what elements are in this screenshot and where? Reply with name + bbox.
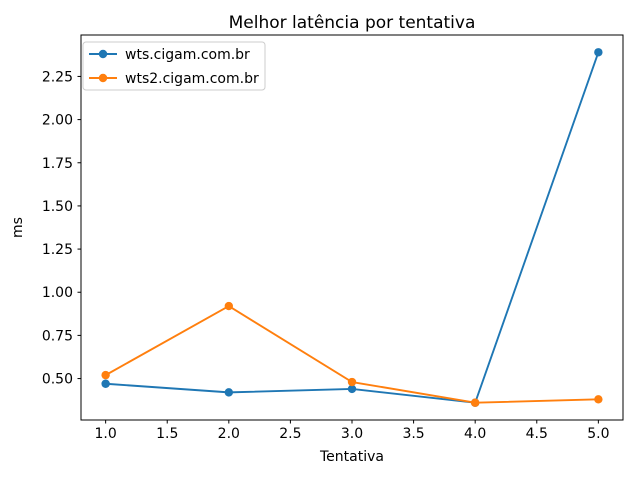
chart-title: Melhor latência por tentativa xyxy=(229,13,476,33)
data-point-0 xyxy=(224,388,234,397)
y-tick-label: 2.25 xyxy=(42,69,73,85)
y-tick-label: 1.75 xyxy=(42,156,73,172)
x-tick-label: 2.5 xyxy=(279,426,301,442)
x-tick-label: 2.0 xyxy=(218,426,240,442)
legend-label: wts.cigam.com.br xyxy=(125,47,250,63)
data-point-1 xyxy=(470,398,480,407)
y-tick-label: 0.50 xyxy=(42,372,73,388)
legend: wts.cigam.com.br wts2.cigam.com.br xyxy=(82,41,266,91)
x-tick-label: 3.0 xyxy=(341,426,363,442)
x-tick-label: 1.5 xyxy=(156,426,178,442)
x-tick-label: 1.0 xyxy=(95,426,117,442)
y-tick-label: 1.00 xyxy=(42,285,73,301)
legend-box xyxy=(82,41,266,91)
y-tick-label: 0.75 xyxy=(42,328,73,344)
x-tick-label: 4.0 xyxy=(464,426,486,442)
x-tick-label: 3.5 xyxy=(402,426,424,442)
y-axis-label: ms xyxy=(10,217,26,238)
series-line-0 xyxy=(104,51,600,404)
data-point-0 xyxy=(594,48,603,57)
legend-marker xyxy=(98,49,108,59)
x-tick-label: 5.0 xyxy=(587,426,609,442)
x-axis-label: Tentativa xyxy=(319,449,384,465)
plot-border xyxy=(80,34,624,421)
y-tick-label: 2.00 xyxy=(42,113,73,129)
data-point-1 xyxy=(224,301,234,311)
data-point-0 xyxy=(347,384,357,394)
data-point-1 xyxy=(594,395,603,404)
y-tick-label: 1.50 xyxy=(42,199,73,215)
data-point-1 xyxy=(101,370,110,380)
legend-marker xyxy=(98,73,108,83)
legend-label: wts2.cigam.com.br xyxy=(125,71,259,87)
y-tick-label: 1.25 xyxy=(42,242,73,258)
data-point-1 xyxy=(347,377,357,387)
data-point-0 xyxy=(101,379,110,388)
x-tick-label: 4.5 xyxy=(526,426,548,442)
